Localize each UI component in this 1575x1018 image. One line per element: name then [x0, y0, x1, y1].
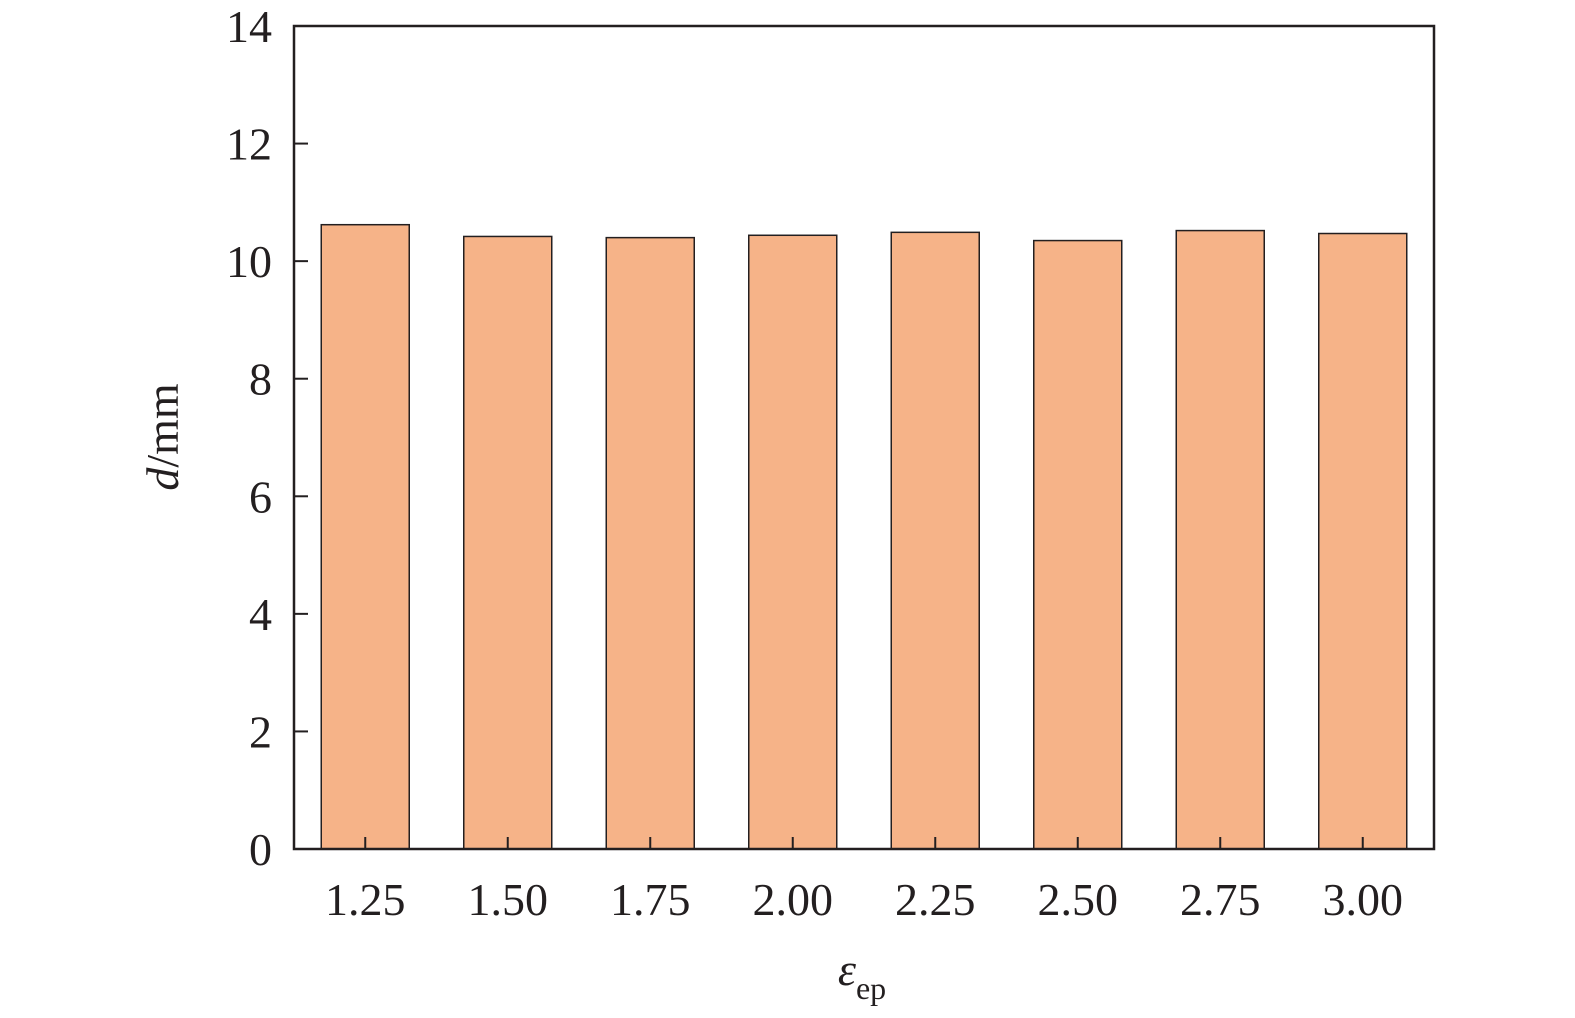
bar-3.00: [1318, 232, 1408, 850]
bar-1.50: [463, 235, 553, 850]
y-tick-label: 4: [249, 589, 272, 640]
x-tick-label: 3.00: [1323, 874, 1404, 925]
bar-2.75: [1175, 229, 1265, 850]
bars-group: [320, 223, 1408, 850]
x-tick-label: 1.25: [325, 874, 406, 925]
x-axis-variable: ε: [838, 944, 857, 995]
x-tick-label: 2.50: [1038, 874, 1119, 925]
y-tick-label: 6: [249, 471, 272, 522]
bar-1.75: [605, 236, 695, 850]
bar-2.25: [890, 231, 980, 850]
x-tick-label: 2.25: [895, 874, 976, 925]
y-ticks-group: 0 2 4 6 8 10 12 14: [226, 1, 308, 875]
x-axis-subscript: ep: [856, 970, 886, 1006]
x-ticks-group: 1.25 1.50 1.75 2.00 2.25 2.50 2.75 3.00: [325, 837, 1403, 925]
x-tick-label: 1.75: [610, 874, 691, 925]
y-tick-label: 8: [249, 354, 272, 405]
bar-2.00: [748, 234, 838, 850]
y-tick-label: 2: [249, 706, 272, 757]
y-axis-variable: d: [137, 467, 188, 491]
x-tick-label: 2.75: [1180, 874, 1261, 925]
x-axis-label: εep: [838, 944, 886, 1006]
y-tick-label: 10: [226, 236, 272, 287]
plot-frame: [292, 24, 1436, 851]
y-tick-label: 12: [226, 119, 272, 170]
x-tick-label: 1.50: [468, 874, 549, 925]
y-axis-unit: /mm: [137, 383, 188, 468]
x-tick-label: 2.00: [753, 874, 834, 925]
y-tick-label: 14: [226, 1, 272, 52]
bar-1.25: [320, 223, 410, 850]
bar-2.50: [1033, 239, 1123, 850]
y-tick-label: 0: [249, 824, 272, 875]
y-axis-label: d/mm: [137, 383, 188, 491]
